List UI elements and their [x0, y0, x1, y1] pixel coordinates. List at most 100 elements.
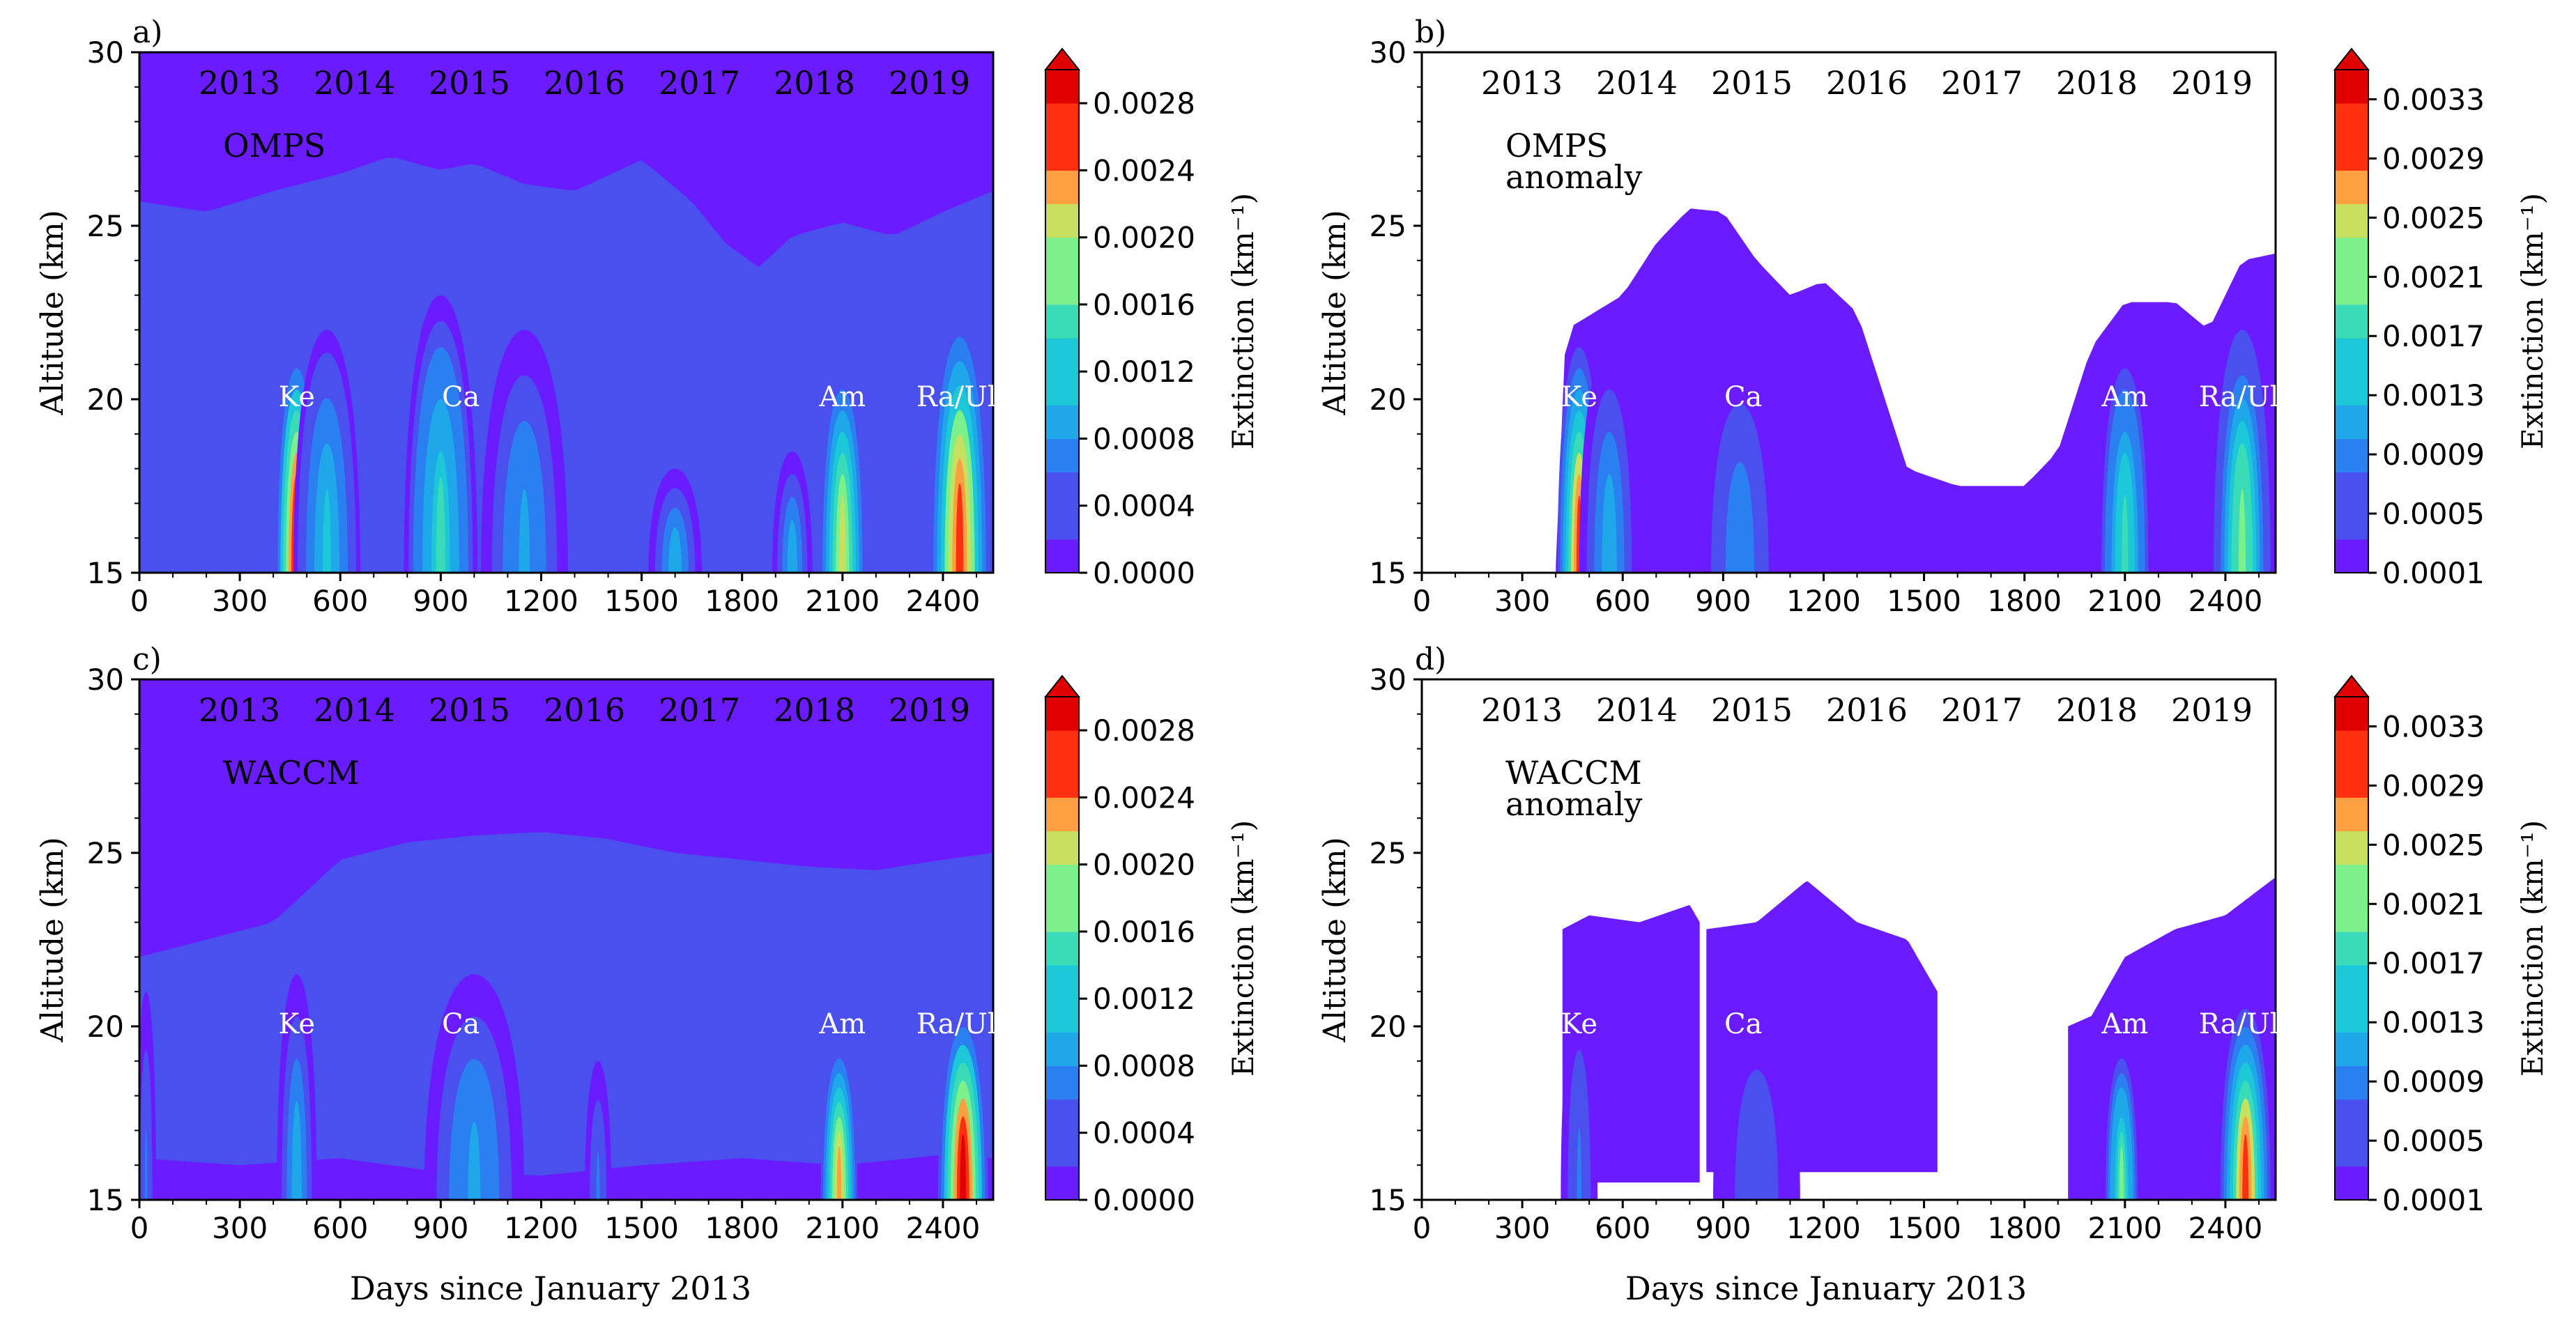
panel-4: 0 300 600 900 1200 1500 1800 2100 2400 15 20 25 30 Al…	[1317, 642, 2550, 1245]
x-tick-label: 300	[1494, 1211, 1550, 1245]
x-tick-label: 2400	[905, 1211, 980, 1245]
x-axis-label-right: Days since January 2013	[1625, 1270, 2027, 1307]
plot-area	[139, 679, 993, 1200]
colorbar-segment	[2335, 170, 2368, 205]
colorbar-tick-label: 0.0005	[2382, 497, 2485, 531]
colorbar-frame	[1045, 69, 1080, 573]
plume-contour	[960, 1134, 967, 1200]
x-tick-label: 1800	[1987, 1211, 2062, 1245]
colorbar: 0.0001 0.0005 0.0009 0.0013 0.0017 0.0021 0.00…	[2333, 674, 2550, 1217]
event-label: Am	[2101, 381, 2148, 413]
colorbar-extend-arrow	[1043, 674, 1081, 697]
colorbar-tick-label: 0.0016	[1093, 288, 1195, 322]
colorbar-segment	[1045, 70, 1079, 104]
plot-area	[1422, 52, 2276, 573]
plume-contour	[956, 483, 964, 573]
colorbar-segment	[2335, 1099, 2368, 1134]
x-tick-label: 1200	[1786, 1211, 1861, 1245]
plume-contour	[519, 489, 530, 573]
year-label: 2016	[1826, 691, 1908, 729]
colorbar-segment	[1045, 405, 1079, 439]
y-tick-label: 30	[1370, 663, 1406, 697]
colorbar-segment	[1045, 1032, 1079, 1066]
plume-contour	[2122, 495, 2129, 573]
year-label: 2016	[1826, 64, 1908, 102]
colorbar-segment	[1045, 897, 1079, 932]
colorbar-segment	[2335, 539, 2368, 573]
x-tick-label: 600	[1595, 1211, 1650, 1245]
colorbar-segment	[2335, 831, 2368, 865]
colorbar-segment	[2335, 1032, 2368, 1066]
year-label: 2013	[1481, 691, 1563, 729]
aerosol-plume	[2220, 1009, 2271, 1200]
aerosol-plume	[584, 1060, 612, 1200]
event-label: Am	[818, 1008, 866, 1040]
y-tick-label: 20	[87, 383, 124, 417]
colorbar-segment	[1045, 831, 1079, 865]
x-tick-label: 600	[312, 1211, 368, 1245]
dataset-label: OMPS	[1505, 127, 1608, 164]
colorbar-tick-label: 0.0001	[2382, 556, 2485, 590]
colorbar-segment	[2335, 438, 2368, 473]
colorbar-tick-label: 0.0012	[1093, 982, 1195, 1016]
colorbar-tick-label: 0.0012	[1093, 355, 1195, 389]
colorbar-frame	[2334, 696, 2369, 1201]
year-label: 2015	[429, 64, 510, 102]
year-label: 2017	[1941, 691, 2023, 729]
colorbar-tick-label: 0.0013	[2382, 1005, 2485, 1040]
aerosol-plume	[648, 468, 702, 573]
y-tick-label: 15	[1370, 1183, 1406, 1217]
colorbar-label: Extinction (km⁻¹)	[2515, 193, 2550, 449]
y-tick-label: 20	[1370, 383, 1406, 417]
plume-contour	[596, 1152, 600, 1200]
x-tick-label: 1800	[1987, 584, 2062, 618]
x-tick-label: 300	[1494, 584, 1550, 618]
aerosol-plume	[1561, 992, 1598, 1200]
colorbar-segment	[1045, 864, 1079, 899]
colorbar-segment	[1045, 438, 1079, 473]
colorbar-segment	[2335, 1166, 2368, 1201]
event-label: Ca	[442, 1008, 480, 1040]
aerosol-plume	[424, 974, 525, 1200]
event-label: Ra/Ul	[2199, 381, 2279, 413]
colorbar-segment	[2335, 764, 2368, 798]
colorbar-tick-label: 0.0013	[2382, 378, 2485, 412]
colorbar-tick-label: 0.0008	[1093, 1049, 1195, 1083]
panel-3: 0 300 600 900 1200 1500 1800 2100 2400 15 20 25 30 Al…	[35, 642, 1260, 1245]
event-label: Ra/Ul	[2199, 1008, 2279, 1040]
y-axis-label: Altitude (km)	[1317, 837, 1353, 1043]
year-label: 2017	[659, 64, 740, 102]
colorbar-frame	[2334, 69, 2369, 573]
aerosol-plume	[2103, 1043, 2140, 1200]
x-tick-label: 900	[1695, 584, 1751, 618]
x-tick-label: 1800	[705, 1211, 779, 1245]
colorbar-segment	[1045, 539, 1079, 573]
y-tick-label: 25	[1370, 836, 1406, 870]
year-label: 2015	[1711, 691, 1793, 729]
x-tick-label: 2100	[805, 584, 880, 618]
x-tick-label: 2400	[905, 584, 980, 618]
year-label: 2017	[1941, 64, 2023, 102]
year-label: 2015	[1711, 64, 1793, 102]
masked-region	[1422, 52, 1556, 573]
y-tick-label: 15	[87, 556, 124, 590]
year-label: 2018	[2056, 64, 2138, 102]
event-label: Ke	[279, 381, 315, 413]
plume-contour	[294, 1122, 300, 1200]
x-tick-label: 1200	[504, 1211, 578, 1245]
colorbar-tick-label: 0.0028	[1093, 86, 1195, 121]
x-tick-label: 300	[212, 584, 268, 618]
colorbar-segment	[1045, 931, 1079, 966]
year-label: 2016	[544, 691, 625, 729]
colorbar-tick-label: 0.0029	[2382, 769, 2485, 803]
x-tick-label: 900	[413, 584, 468, 618]
colorbar-tick-label: 0.0005	[2382, 1124, 2485, 1158]
x-tick-label: 300	[212, 1211, 268, 1245]
x-tick-label: 2100	[2087, 584, 2162, 618]
colorbar-segment	[1045, 1166, 1079, 1201]
colorbar-extend-arrow	[2333, 47, 2370, 70]
dataset-label: WACCM	[1505, 754, 1642, 792]
aerosol-plume	[1579, 347, 1640, 573]
plume-contour	[144, 1128, 148, 1200]
colorbar-frame	[1045, 696, 1080, 1201]
